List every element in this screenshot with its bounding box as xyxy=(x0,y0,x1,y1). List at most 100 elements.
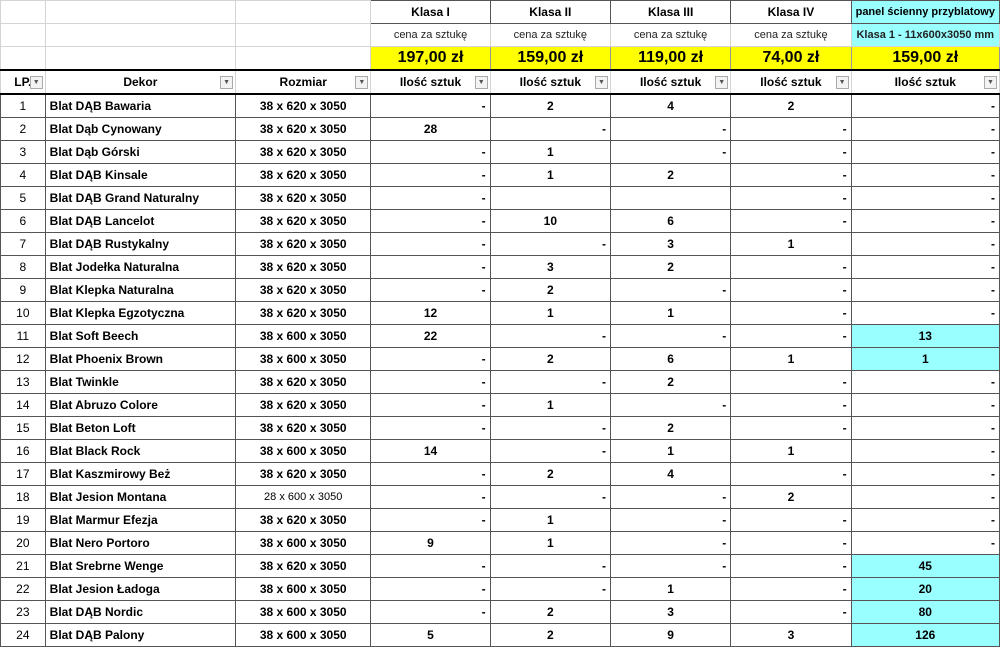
filter-dropdown-icon[interactable]: ▼ xyxy=(220,76,234,89)
qty-cell[interactable]: - xyxy=(730,370,852,394)
dekor-cell[interactable]: Blat Marmur Efezja xyxy=(44,508,237,532)
qty-cell[interactable]: 9 xyxy=(370,531,491,555)
qty-cell[interactable]: 1 xyxy=(730,232,852,256)
size-cell[interactable]: 38 x 620 x 3050 xyxy=(235,370,372,394)
qty-cell[interactable]: 3 xyxy=(609,232,732,256)
qty-cell[interactable]: 3 xyxy=(609,600,732,624)
dekor-cell[interactable]: Blat Dąb Cynowany xyxy=(44,117,237,141)
dekor-cell[interactable]: Blat Black Rock xyxy=(44,439,237,463)
dekor-cell[interactable]: Blat Jodełka Naturalna xyxy=(44,255,237,279)
size-cell[interactable]: 38 x 600 x 3050 xyxy=(235,324,372,348)
qty-cell[interactable]: - xyxy=(370,93,491,118)
qty-cell[interactable]: 6 xyxy=(609,347,732,371)
qty-cell[interactable]: - xyxy=(489,232,611,256)
qty-cell[interactable]: - xyxy=(730,255,852,279)
size-cell[interactable]: 38 x 600 x 3050 xyxy=(235,600,372,624)
qty-cell[interactable]: - xyxy=(370,255,491,279)
qty-cell[interactable] xyxy=(489,186,611,210)
size-cell[interactable]: 38 x 620 x 3050 xyxy=(235,554,372,578)
qty-cell[interactable]: - xyxy=(370,186,491,210)
qty-cell[interactable]: 2 xyxy=(489,278,611,302)
size-cell[interactable]: 38 x 600 x 3050 xyxy=(235,577,372,601)
qty-cell[interactable]: - xyxy=(850,531,1000,555)
qty-cell[interactable]: - xyxy=(850,416,1000,440)
qty-cell[interactable]: 28 xyxy=(370,117,491,141)
lp-cell[interactable]: 11 xyxy=(0,324,46,348)
size-cell[interactable]: 38 x 620 x 3050 xyxy=(235,163,372,187)
qty-cell[interactable]: 3 xyxy=(489,255,611,279)
size-cell[interactable]: 38 x 620 x 3050 xyxy=(235,209,372,233)
qty-cell[interactable]: - xyxy=(609,278,732,302)
qty-cell[interactable]: 1 xyxy=(730,439,852,463)
qty-cell[interactable]: - xyxy=(370,485,491,509)
qty-cell[interactable]: 1 xyxy=(489,531,611,555)
qty-cell[interactable]: 1 xyxy=(609,439,732,463)
dekor-cell[interactable]: Blat Klepka Egzotyczna xyxy=(44,301,237,325)
dekor-cell[interactable]: Blat DĄB Lancelot xyxy=(44,209,237,233)
qty-cell[interactable]: - xyxy=(850,393,1000,417)
qty-cell[interactable]: - xyxy=(850,462,1000,486)
lp-cell[interactable]: 20 xyxy=(0,531,46,555)
lp-cell[interactable]: 23 xyxy=(0,600,46,624)
qty-cell[interactable]: 13 xyxy=(850,324,1000,348)
dekor-cell[interactable]: Blat Beton Loft xyxy=(44,416,237,440)
qty-cell[interactable]: 4 xyxy=(609,93,732,118)
qty-cell[interactable]: - xyxy=(489,117,611,141)
qty-cell[interactable]: 2 xyxy=(609,416,732,440)
qty-cell[interactable]: - xyxy=(370,554,491,578)
qty-cell[interactable]: - xyxy=(370,393,491,417)
qty-cell[interactable]: - xyxy=(850,485,1000,509)
qty-cell[interactable]: 9 xyxy=(609,623,732,647)
size-cell[interactable]: 38 x 620 x 3050 xyxy=(235,301,372,325)
qty-cell[interactable]: - xyxy=(730,301,852,325)
dekor-cell[interactable]: Blat DĄB Kinsale xyxy=(44,163,237,187)
qty-cell[interactable]: - xyxy=(730,209,852,233)
qty-cell[interactable]: - xyxy=(370,462,491,486)
dekor-cell[interactable]: Blat DĄB Palony xyxy=(44,623,237,647)
qty-cell[interactable]: - xyxy=(609,485,732,509)
size-cell[interactable]: 38 x 620 x 3050 xyxy=(235,93,372,118)
qty-cell[interactable]: - xyxy=(850,439,1000,463)
qty-cell[interactable]: 2 xyxy=(489,93,611,118)
qty-cell[interactable]: - xyxy=(850,370,1000,394)
qty-cell[interactable]: - xyxy=(730,278,852,302)
qty-cell[interactable]: 80 xyxy=(850,600,1000,624)
qty-cell[interactable]: - xyxy=(609,140,732,164)
qty-cell[interactable]: 20 xyxy=(850,577,1000,601)
lp-cell[interactable]: 24 xyxy=(0,623,46,647)
lp-cell[interactable]: 13 xyxy=(0,370,46,394)
size-cell[interactable]: 38 x 620 x 3050 xyxy=(235,393,372,417)
dekor-cell[interactable]: Blat Jesion Montana xyxy=(44,485,237,509)
qty-cell[interactable]: 2 xyxy=(730,93,852,118)
qty-cell[interactable]: - xyxy=(370,278,491,302)
qty-cell[interactable]: 1 xyxy=(609,577,732,601)
qty-cell[interactable]: 1 xyxy=(489,163,611,187)
qty-cell[interactable]: - xyxy=(850,255,1000,279)
qty-cell[interactable]: - xyxy=(609,117,732,141)
size-cell[interactable]: 38 x 600 x 3050 xyxy=(235,623,372,647)
qty-cell[interactable]: - xyxy=(609,393,732,417)
filter-dropdown-icon[interactable]: ▼ xyxy=(835,76,849,89)
dekor-cell[interactable]: Blat Jesion Ładoga xyxy=(44,577,237,601)
qty-cell[interactable]: - xyxy=(489,416,611,440)
qty-cell[interactable]: 1 xyxy=(489,393,611,417)
lp-cell[interactable]: 10 xyxy=(0,301,46,325)
qty-cell[interactable]: 1 xyxy=(489,508,611,532)
qty-cell[interactable]: - xyxy=(730,531,852,555)
qty-cell[interactable]: - xyxy=(370,416,491,440)
dekor-cell[interactable]: Blat DĄB Nordic xyxy=(44,600,237,624)
qty-cell[interactable]: - xyxy=(489,439,611,463)
dekor-cell[interactable]: Blat Soft Beech xyxy=(44,324,237,348)
lp-cell[interactable]: 16 xyxy=(0,439,46,463)
lp-cell[interactable]: 22 xyxy=(0,577,46,601)
size-cell[interactable]: 38 x 600 x 3050 xyxy=(235,439,372,463)
qty-cell[interactable]: - xyxy=(850,93,1000,118)
qty-cell[interactable]: - xyxy=(730,600,852,624)
qty-cell[interactable]: - xyxy=(730,324,852,348)
lp-cell[interactable]: 3 xyxy=(0,140,46,164)
dekor-cell[interactable]: Blat Klepka Naturalna xyxy=(44,278,237,302)
dekor-cell[interactable]: Blat DĄB Bawaria xyxy=(44,93,237,118)
lp-cell[interactable]: 1 xyxy=(0,93,46,118)
dekor-cell[interactable]: Blat Phoenix Brown xyxy=(44,347,237,371)
lp-cell[interactable]: 8 xyxy=(0,255,46,279)
